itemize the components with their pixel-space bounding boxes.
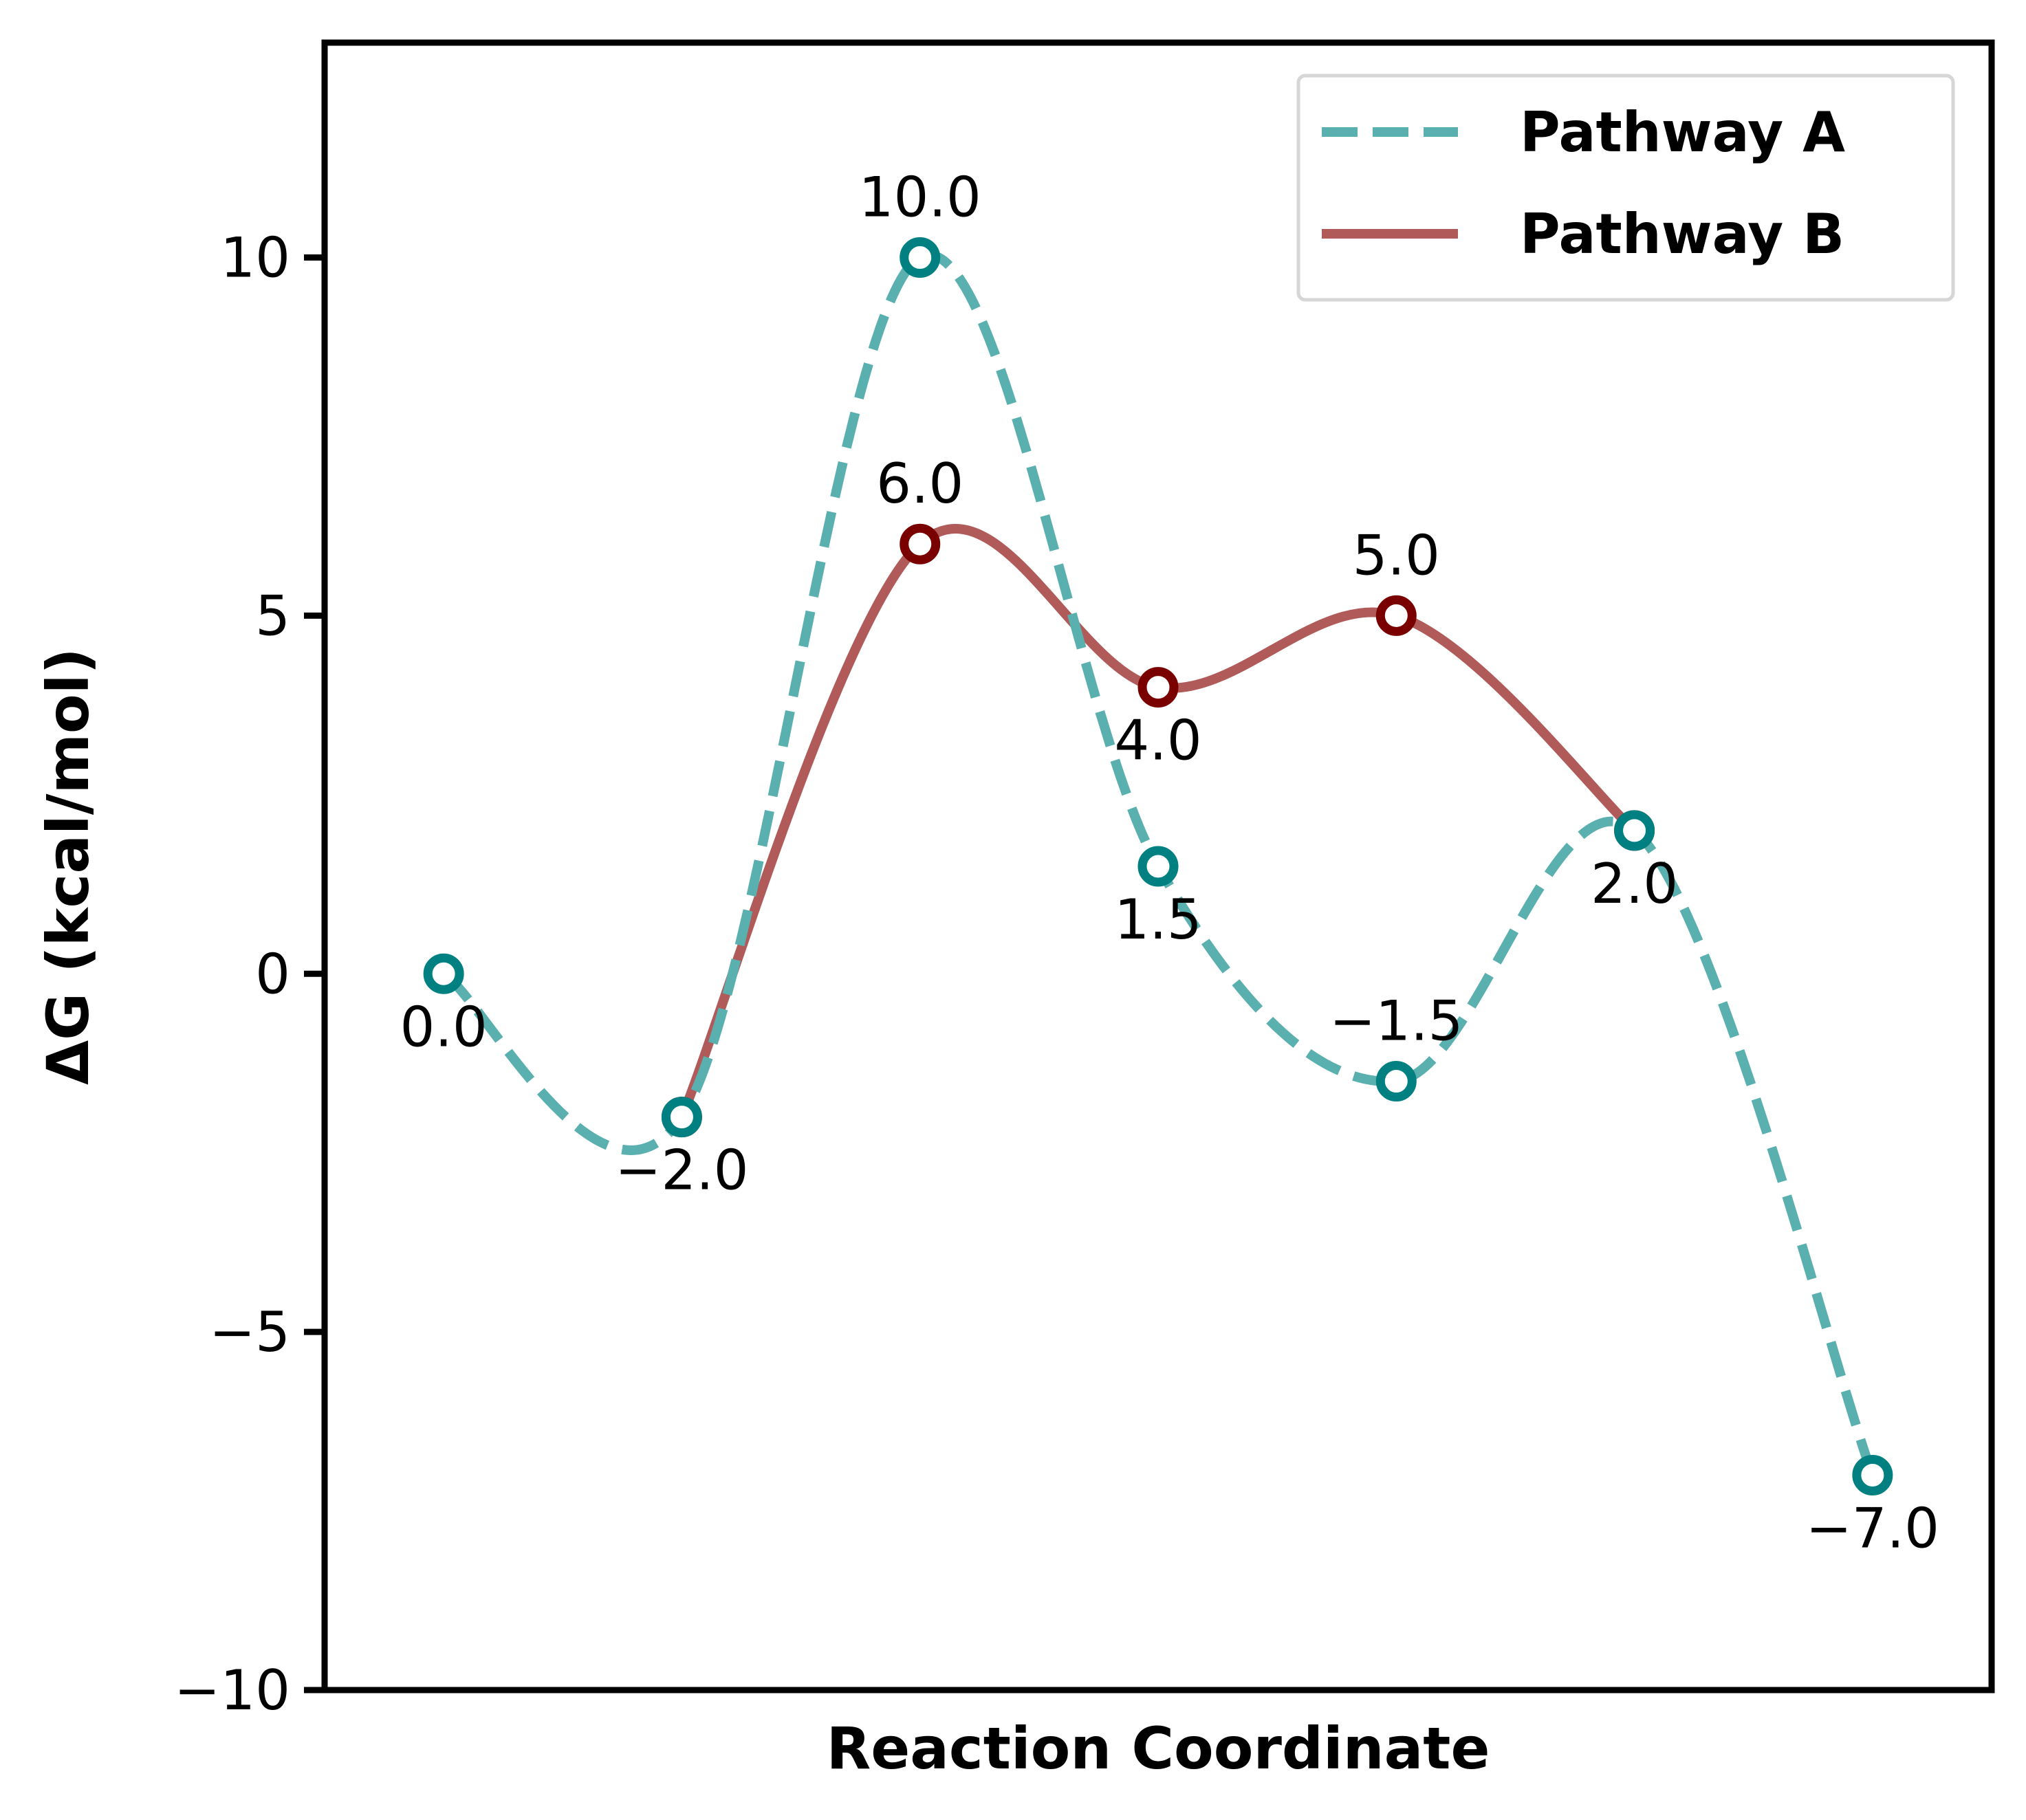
data-label-pathway-a: −2.0 (615, 1139, 748, 1203)
legend-box (1296, 74, 1955, 302)
data-point-pathway-a (661, 1097, 702, 1138)
data-point-pathway-a (1614, 810, 1655, 851)
data-point-pathway-a (1852, 1454, 1893, 1495)
data-point-pathway-a (1137, 846, 1179, 887)
y-tick-label: 10 (220, 226, 290, 290)
data-point-pathway-b (1375, 595, 1417, 636)
y-tick-label: 0 (255, 942, 290, 1006)
data-point-pathway-a (900, 237, 941, 278)
series-line-pathway-b (677, 524, 1638, 1119)
data-label-pathway-a: 10.0 (859, 166, 981, 230)
y-tick-label: −10 (174, 1658, 290, 1722)
data-label-pathway-a: 0.0 (400, 995, 488, 1059)
data-point-pathway-b (1137, 667, 1179, 708)
data-label-pathway-b: 4.0 (1114, 709, 1201, 773)
y-axis-ticks: −10 −5 0 5 10 (174, 226, 325, 1722)
data-point-pathway-a (1375, 1061, 1417, 1102)
x-axis-title: Reaction Coordinate (827, 1715, 1490, 1782)
data-point-pathway-a (423, 953, 464, 994)
data-label-pathway-a: 1.5 (1114, 888, 1201, 952)
y-tick-label: −5 (209, 1300, 290, 1364)
y-tick-label: 5 (255, 584, 290, 648)
plot-frame (321, 39, 1995, 1693)
marker-layer (423, 237, 1893, 1495)
data-label-pathway-b: 6.0 (876, 452, 963, 516)
data-label-pathway-a: −7.0 (1806, 1496, 1939, 1560)
data-point-pathway-b (900, 523, 941, 564)
data-label-pathway-b: 5.0 (1353, 523, 1440, 587)
legend-label-pathway-b: Pathway B (1520, 202, 1844, 266)
legend-label-pathway-a: Pathway A (1520, 100, 1845, 164)
data-label-pathway-a: 2.0 (1591, 852, 1678, 916)
data-label-layer: 0.0 −2.0 10.0 1.5 −1.5 2.0 −7.0 6.0 4.0 5.0 (400, 166, 1939, 1561)
data-label-pathway-a: −1.5 (1329, 989, 1463, 1053)
y-axis-title: ΔG (kcal/mol) (34, 648, 102, 1085)
legend: Pathway A Pathway B (1296, 74, 1955, 302)
